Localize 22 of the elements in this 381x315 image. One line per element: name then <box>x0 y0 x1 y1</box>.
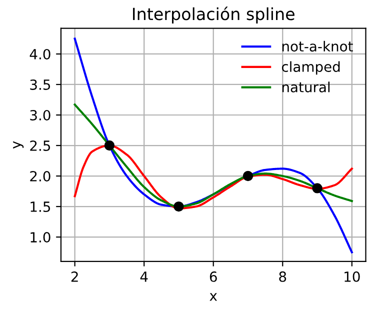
legend-label: not-a-knot <box>282 40 353 52</box>
y-tick-label: 4.0 <box>30 48 50 60</box>
y-axis-title: y <box>13 141 24 149</box>
x-tick-label: 6 <box>210 271 217 282</box>
point <box>312 183 322 194</box>
legend-label: natural <box>282 82 330 92</box>
x-tick-label: 4 <box>140 272 148 282</box>
y-tick-label: 2.0 <box>30 170 50 182</box>
x-tick-label: 2 <box>71 271 78 282</box>
y-tick-label: 3.0 <box>30 110 50 120</box>
y-tick-label: 1.0 <box>30 232 50 243</box>
point <box>104 140 115 151</box>
y-tick-label: 1.5 <box>30 202 50 212</box>
point <box>242 170 254 182</box>
x-axis-title: x <box>210 293 218 301</box>
y-tick-label: 3.5 <box>30 79 50 90</box>
point <box>174 201 184 212</box>
y-tick-label: 2.5 <box>30 140 50 151</box>
x-tick-label: 8 <box>279 271 286 282</box>
x-tick-label: 10 <box>344 271 360 282</box>
chart-title: Interpolación spline <box>133 6 294 24</box>
legend-label: clamped <box>282 61 340 75</box>
